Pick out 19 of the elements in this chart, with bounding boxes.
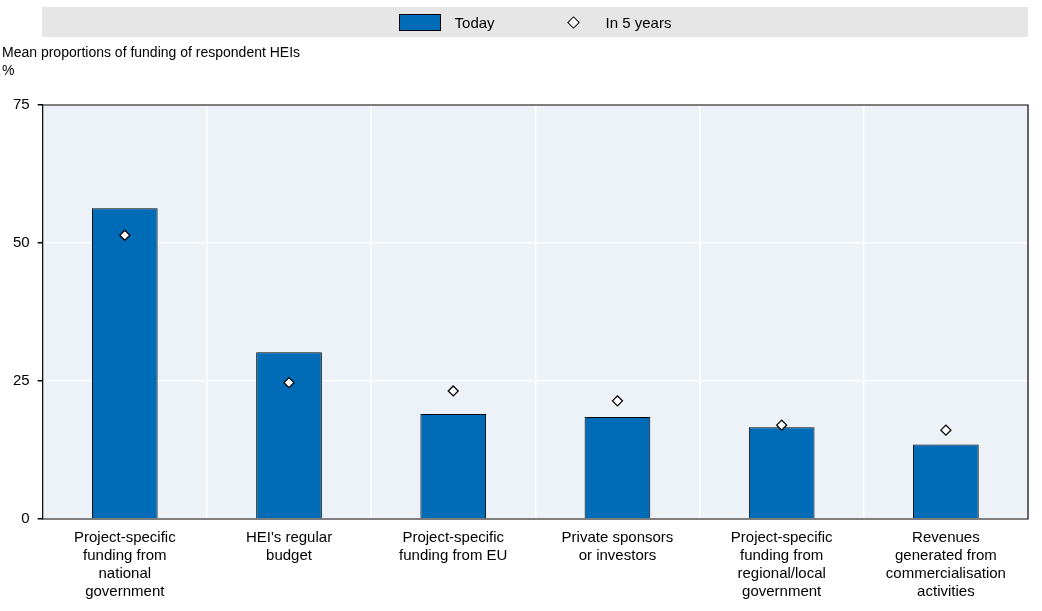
y-tick-label: 50: [13, 233, 30, 251]
point: [776, 419, 788, 431]
legend-label: In 5 years: [605, 13, 672, 31]
x-tick-label: Revenues generated from commercialisation activities: [885, 528, 1006, 600]
point: [447, 385, 459, 397]
point: [611, 395, 624, 407]
x-tick-label: Private sponsors or investors: [561, 528, 674, 564]
y-tick-label: 75: [13, 95, 30, 113]
point: [119, 229, 131, 241]
y-axis-title: Mean proportions of funding of respondent HEIs %: [2, 43, 301, 79]
x-tick-label: HEI's regular budget: [245, 528, 333, 564]
x-tick-label: Project-specific funding from regional/local government: [730, 528, 834, 600]
y-tick-label: 0: [21, 509, 30, 527]
x-tick-label: Project-specific funding from national government: [73, 528, 177, 600]
x-tick-label: Project-specific funding from EU: [399, 528, 508, 564]
point: [283, 377, 295, 389]
legend-label: Today: [454, 13, 495, 31]
point: [940, 424, 952, 436]
y-tick-label: 25: [13, 371, 30, 389]
